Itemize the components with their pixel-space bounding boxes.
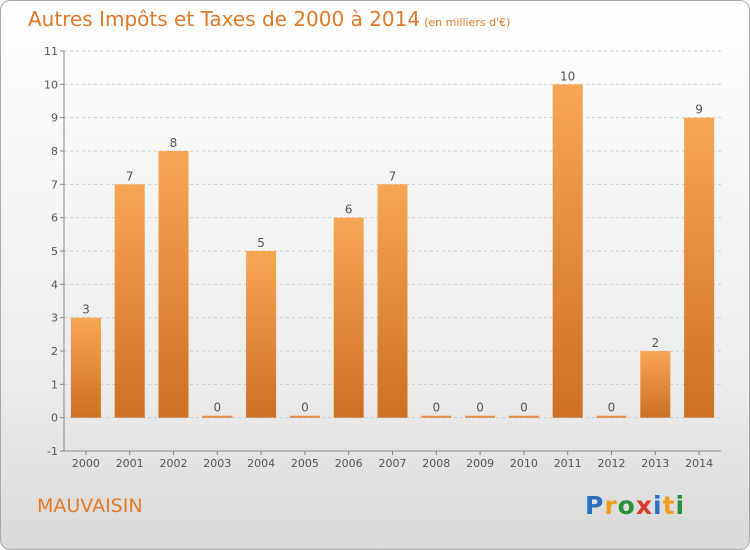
- x-tick-label: 2006: [335, 457, 363, 470]
- data-label: 9: [695, 103, 703, 117]
- data-label: 7: [126, 169, 134, 183]
- bar: [640, 351, 671, 418]
- x-tick-label: 2003: [203, 457, 231, 470]
- chart-title: Autres Impôts et Taxes de 2000 à 2014 (en…: [28, 7, 510, 31]
- bar: [333, 217, 364, 418]
- bar: [114, 184, 145, 418]
- data-label: 0: [432, 401, 440, 415]
- data-label: 6: [345, 203, 353, 217]
- proxiti-logo: Proxiti: [585, 491, 685, 520]
- logo-letter: r: [604, 491, 618, 520]
- bar: [377, 184, 408, 418]
- data-label: 10: [560, 69, 575, 83]
- bar: [202, 415, 233, 418]
- bar: [508, 415, 539, 418]
- data-label: 7: [389, 169, 397, 183]
- logo-letter: i: [675, 491, 686, 520]
- x-tick-label: 2012: [598, 457, 626, 470]
- x-tick-label: 2010: [510, 457, 538, 470]
- x-tick-label: 2008: [422, 457, 450, 470]
- y-tick-label: 8: [51, 145, 58, 158]
- logo-letter: o: [617, 491, 636, 520]
- x-tick-label: 2004: [247, 457, 275, 470]
- x-tick-label: 2001: [116, 457, 144, 470]
- bar: [465, 415, 496, 418]
- logo-letter: P: [585, 491, 605, 520]
- y-tick-label: 10: [44, 78, 58, 91]
- x-tick-label: 2009: [466, 457, 494, 470]
- data-label: 0: [520, 401, 528, 415]
- x-tick-label: 2013: [641, 457, 669, 470]
- data-label: 0: [301, 401, 309, 415]
- bar: [421, 415, 452, 418]
- data-label: 3: [82, 303, 90, 317]
- y-tick-label: 5: [51, 245, 58, 258]
- x-tick-label: 2007: [379, 457, 407, 470]
- bar: [596, 415, 627, 418]
- logo-letter: i: [653, 491, 663, 520]
- data-label: 8: [170, 136, 178, 150]
- x-tick-label: 2000: [72, 457, 100, 470]
- data-label: 0: [476, 401, 484, 415]
- data-label: 2: [651, 336, 659, 350]
- commune-name: MAUVAISIN: [37, 495, 143, 517]
- y-tick-label: 11: [44, 45, 58, 58]
- data-label: 0: [213, 401, 221, 415]
- y-tick-label: 2: [51, 345, 58, 358]
- chart-title-text: Autres Impôts et Taxes de 2000 à 2014: [28, 7, 421, 31]
- unit-note: (en milliers d'€): [424, 16, 511, 29]
- y-tick-label: 4: [51, 278, 58, 291]
- data-label: 0: [608, 401, 616, 415]
- y-tick-label: 3: [51, 312, 58, 325]
- x-tick-label: 2005: [291, 457, 319, 470]
- y-tick-label: 7: [51, 178, 58, 191]
- bar: [552, 84, 583, 418]
- y-tick-label: 6: [51, 212, 58, 225]
- bar: [246, 251, 277, 418]
- x-tick-label: 2014: [685, 457, 713, 470]
- logo-letter: t: [662, 491, 676, 520]
- x-tick-label: 2002: [160, 457, 188, 470]
- bar: [70, 317, 101, 418]
- y-tick-label: 1: [51, 378, 58, 391]
- y-tick-label: 0: [51, 412, 58, 425]
- y-tick-label: -1: [47, 445, 58, 458]
- x-tick-label: 2011: [554, 457, 582, 470]
- bar: [158, 151, 189, 418]
- data-label: 5: [257, 236, 265, 250]
- logo-letter: x: [635, 491, 653, 520]
- bar: [684, 117, 715, 418]
- y-tick-label: 9: [51, 112, 58, 125]
- bar: [289, 415, 320, 418]
